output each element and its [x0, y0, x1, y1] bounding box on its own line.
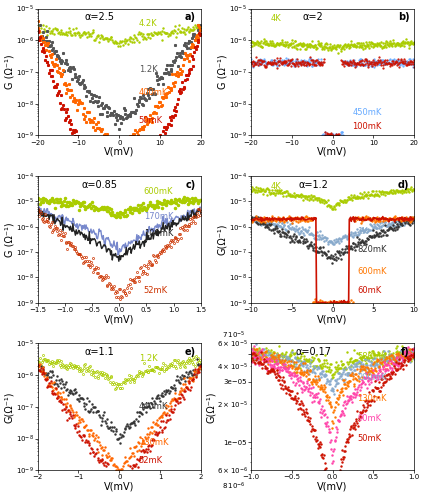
Text: 170mK: 170mK — [144, 212, 173, 221]
Text: 200mK: 200mK — [357, 373, 386, 382]
Text: α=2.5: α=2.5 — [85, 12, 114, 22]
Text: $8\,10^{-6}$: $8\,10^{-6}$ — [222, 481, 245, 492]
Text: e): e) — [185, 347, 196, 357]
X-axis label: V(mV): V(mV) — [318, 482, 348, 492]
Text: α=1.2: α=1.2 — [298, 180, 328, 190]
Text: b): b) — [398, 12, 409, 22]
Text: 450mK: 450mK — [352, 108, 382, 117]
X-axis label: V(mV): V(mV) — [104, 147, 134, 157]
Y-axis label: G(Ω⁻¹): G(Ω⁻¹) — [206, 391, 216, 423]
Text: α=0.85: α=0.85 — [82, 180, 118, 190]
Text: 440mK: 440mK — [139, 402, 168, 411]
Text: 4K: 4K — [271, 14, 281, 23]
Text: $7\,10^{-5}$: $7\,10^{-5}$ — [222, 330, 245, 341]
Text: 50mK: 50mK — [139, 116, 163, 124]
Text: 1K: 1K — [357, 227, 368, 236]
Text: 90mK: 90mK — [357, 414, 381, 423]
Text: 600mK: 600mK — [357, 267, 387, 276]
Text: 50mK: 50mK — [357, 434, 381, 443]
Y-axis label: G (Ω⁻¹): G (Ω⁻¹) — [218, 55, 228, 89]
Text: 60mK: 60mK — [357, 286, 381, 295]
Text: 1.2K: 1.2K — [139, 354, 157, 363]
Text: 580mK: 580mK — [357, 352, 387, 361]
X-axis label: V(mV): V(mV) — [318, 147, 348, 157]
Text: 100mK: 100mK — [144, 229, 173, 238]
Text: 52mK: 52mK — [139, 456, 163, 465]
X-axis label: V(mV): V(mV) — [318, 314, 348, 324]
Text: 600mK: 600mK — [144, 186, 173, 196]
Text: 4.2K: 4.2K — [139, 19, 157, 28]
Text: a): a) — [185, 12, 196, 22]
Text: f): f) — [401, 347, 409, 357]
Text: 52mK: 52mK — [144, 286, 168, 295]
X-axis label: V(mV): V(mV) — [104, 482, 134, 492]
Text: α=1.1: α=1.1 — [85, 347, 114, 357]
Text: c): c) — [186, 180, 196, 190]
Text: α=0.17: α=0.17 — [295, 347, 331, 357]
Text: α=2: α=2 — [303, 12, 324, 22]
Y-axis label: G (Ω⁻¹): G (Ω⁻¹) — [4, 222, 14, 257]
Text: 130mK: 130mK — [139, 438, 168, 447]
Y-axis label: G(Ω⁻¹): G(Ω⁻¹) — [4, 391, 14, 423]
Y-axis label: G(Ω⁻¹): G(Ω⁻¹) — [218, 224, 228, 255]
Text: 1.2K: 1.2K — [139, 65, 157, 74]
Text: 4K: 4K — [271, 182, 281, 190]
Text: 100mK: 100mK — [352, 122, 382, 131]
Y-axis label: G (Ω⁻¹): G (Ω⁻¹) — [4, 55, 14, 89]
Text: d): d) — [398, 180, 409, 190]
X-axis label: V(mV): V(mV) — [104, 314, 134, 324]
Text: 820mK: 820mK — [357, 245, 387, 254]
Text: 400mK: 400mK — [139, 88, 168, 97]
Text: 130mK: 130mK — [357, 393, 387, 402]
